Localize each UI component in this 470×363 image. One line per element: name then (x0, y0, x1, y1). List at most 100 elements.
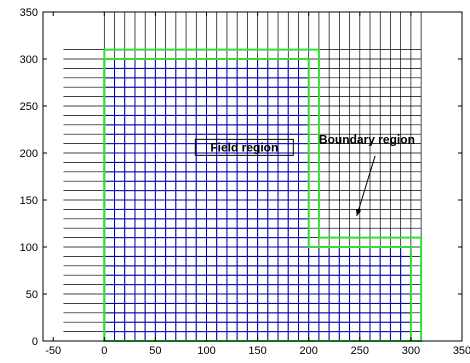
field-cell (175, 265, 187, 276)
field-cell (359, 274, 371, 286)
field-cell (103, 143, 116, 154)
field-cell (165, 321, 177, 333)
field-cell (297, 237, 310, 248)
field-cell (216, 284, 228, 295)
field-cell (195, 302, 208, 314)
field-cell (257, 255, 269, 267)
field-cell (400, 284, 412, 295)
field-cell (165, 86, 177, 98)
axes-frame (42, 11, 463, 342)
field-cell (308, 255, 320, 267)
field-cell (134, 152, 146, 163)
field-cell (144, 321, 156, 333)
field-cell (287, 58, 299, 69)
field-cell (297, 284, 310, 295)
field-cell (297, 331, 310, 342)
field-cell (257, 86, 269, 98)
field-cell (257, 105, 269, 116)
field-cell (185, 331, 197, 342)
field-cell (165, 77, 177, 88)
field-cell (400, 321, 412, 333)
field-cell (134, 255, 146, 267)
field-cell (175, 77, 187, 88)
field-cell (226, 218, 238, 229)
field-cell (379, 255, 391, 267)
x-axis-ticks: -50 0 50 100 150 200 250 300 350 (45, 12, 470, 357)
field-cell (114, 208, 126, 220)
field-cell (297, 171, 310, 182)
field-cell (144, 246, 156, 257)
field-cell (257, 321, 269, 333)
field-cell (134, 105, 146, 116)
field-cell (369, 255, 381, 267)
field-cell (400, 302, 412, 314)
field-cell (134, 190, 146, 201)
field-cell (206, 218, 218, 229)
field-cell (124, 284, 136, 295)
field-cell (144, 152, 156, 163)
field-cell (308, 246, 320, 257)
field-cell (267, 105, 279, 116)
field-cell (267, 237, 279, 248)
field-cell (144, 199, 156, 210)
field-cell (165, 284, 177, 295)
field-cell (154, 208, 167, 220)
field-cell (144, 312, 156, 323)
field-cell (114, 246, 126, 257)
field-cell (114, 67, 126, 79)
field-cell (154, 265, 167, 276)
field-cell (246, 171, 259, 182)
field-cell (206, 114, 218, 126)
field-cell (318, 284, 330, 295)
field-cell (216, 152, 228, 163)
field-cell (297, 312, 310, 323)
field-cell (277, 208, 289, 220)
field-cell (103, 190, 116, 201)
field-cell (257, 218, 269, 229)
field-cell (165, 208, 177, 220)
field-cell (236, 161, 248, 173)
field-cell (389, 246, 402, 257)
field-cell (379, 331, 391, 342)
field-cell (154, 218, 167, 229)
field-cell (246, 293, 259, 304)
field-cell (257, 274, 269, 286)
field-cell (349, 331, 361, 342)
field-cell (297, 152, 310, 163)
field-cell (175, 284, 187, 295)
field-cell (144, 208, 156, 220)
field-cell (103, 124, 116, 135)
field-cell (246, 312, 259, 323)
y-tick-label: 350 (20, 7, 38, 19)
field-cell (195, 152, 208, 163)
boundary-arrow-head (356, 209, 362, 216)
field-cell (144, 274, 156, 286)
field-cell (185, 312, 197, 323)
field-cell (124, 199, 136, 210)
field-cell (226, 96, 238, 107)
field-cell (246, 77, 259, 88)
field-cell (236, 180, 248, 192)
field-cell (185, 58, 197, 69)
field-cell (277, 77, 289, 88)
field-cell (144, 96, 156, 107)
field-cell (216, 255, 228, 267)
field-cell (297, 199, 310, 210)
field-cell (165, 58, 177, 69)
field-cell (400, 293, 412, 304)
field-cell (297, 124, 310, 135)
field-cell (175, 199, 187, 210)
field-cell (236, 284, 248, 295)
field-cell (257, 67, 269, 79)
field-cell (318, 321, 330, 333)
field-cell (124, 218, 136, 229)
field-cell (206, 208, 218, 220)
field-cell (195, 237, 208, 248)
field-cell (185, 246, 197, 257)
field-cell (114, 152, 126, 163)
y-tick-label: 0 (32, 336, 38, 348)
field-cell (114, 312, 126, 323)
field-cell (277, 58, 289, 69)
field-cell (267, 96, 279, 107)
field-cell (277, 114, 289, 126)
